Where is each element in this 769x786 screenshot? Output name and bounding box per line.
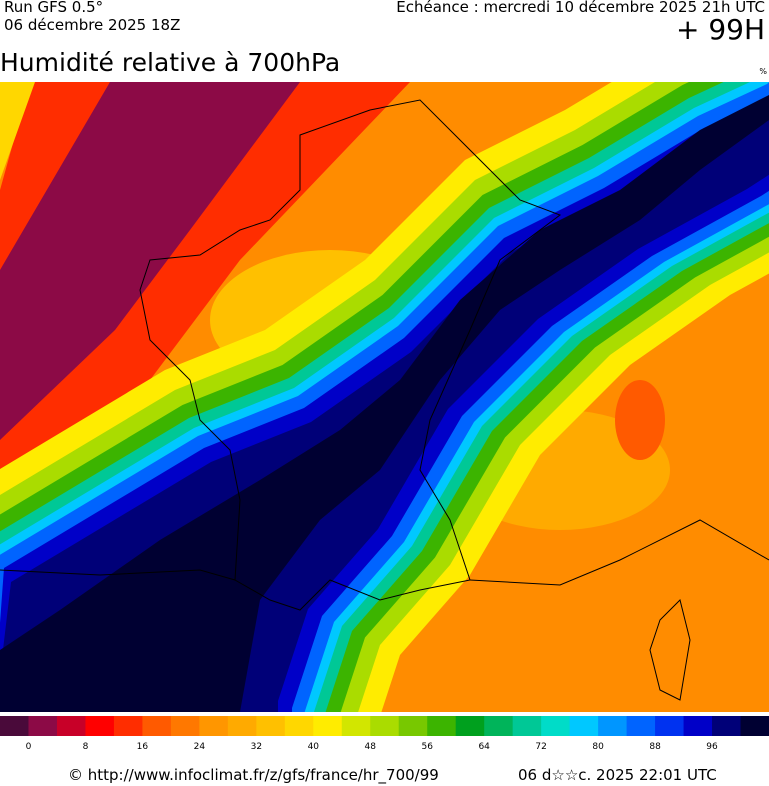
legend-label: 80 <box>592 742 604 752</box>
france-outline <box>139 99 562 611</box>
field-patch <box>615 380 665 460</box>
coastlines <box>0 99 769 701</box>
color-swatch <box>427 716 457 736</box>
legend-label: 88 <box>649 742 661 752</box>
field-patch <box>0 82 35 180</box>
lead-time: + 99H <box>675 13 765 46</box>
color-swatch <box>683 716 713 736</box>
color-swatch <box>569 716 599 736</box>
spain-coast <box>0 569 236 581</box>
color-swatch <box>484 716 514 736</box>
valid-time: Echéance : mercredi 10 décembre 2025 21h… <box>396 0 765 16</box>
map-title: Humidité relative à 700hPa <box>0 48 341 77</box>
color-swatch <box>85 716 115 736</box>
color-swatch <box>541 716 571 736</box>
italy-coast <box>469 519 769 586</box>
color-swatch <box>455 716 485 736</box>
legend-label: 72 <box>535 742 546 752</box>
color-swatch <box>0 716 29 736</box>
color-swatch <box>227 716 257 736</box>
color-swatch <box>398 716 428 736</box>
legend-label: 24 <box>194 742 206 752</box>
color-swatch <box>113 716 143 736</box>
color-swatch <box>142 716 172 736</box>
color-swatch <box>512 716 542 736</box>
color-swatch <box>284 716 314 736</box>
color-swatch <box>313 716 343 736</box>
legend-label: 16 <box>137 742 149 752</box>
color-swatch <box>170 716 200 736</box>
color-swatch <box>626 716 656 736</box>
legend-label: 56 <box>421 742 433 752</box>
color-swatch <box>28 716 58 736</box>
legend-label: 48 <box>365 742 377 752</box>
color-swatch <box>256 716 286 736</box>
legend-label: 96 <box>706 742 718 752</box>
color-swatch <box>598 716 628 736</box>
legend-label: 0 <box>26 742 32 752</box>
color-swatch <box>740 716 769 736</box>
source-url: © http://www.infoclimat.fr/z/gfs/france/… <box>68 766 439 784</box>
color-swatch <box>199 716 229 736</box>
corsica-outline <box>649 599 691 701</box>
legend-label: 40 <box>308 742 320 752</box>
color-swatch <box>655 716 685 736</box>
color-swatch <box>341 716 371 736</box>
unit-label: % <box>759 67 767 76</box>
legend-label: 8 <box>83 742 89 752</box>
generated-time: 06 d☆☆c. 2025 22:01 UTC <box>518 766 717 784</box>
color-swatch <box>56 716 86 736</box>
field-saturated <box>0 95 769 712</box>
legend-label: 32 <box>251 742 262 752</box>
run-label: Run GFS 0.5° <box>4 0 104 16</box>
color-swatch <box>370 716 400 736</box>
color-swatch <box>712 716 742 736</box>
legend-label: 64 <box>478 742 490 752</box>
run-date: 06 décembre 2025 18Z <box>4 16 181 34</box>
